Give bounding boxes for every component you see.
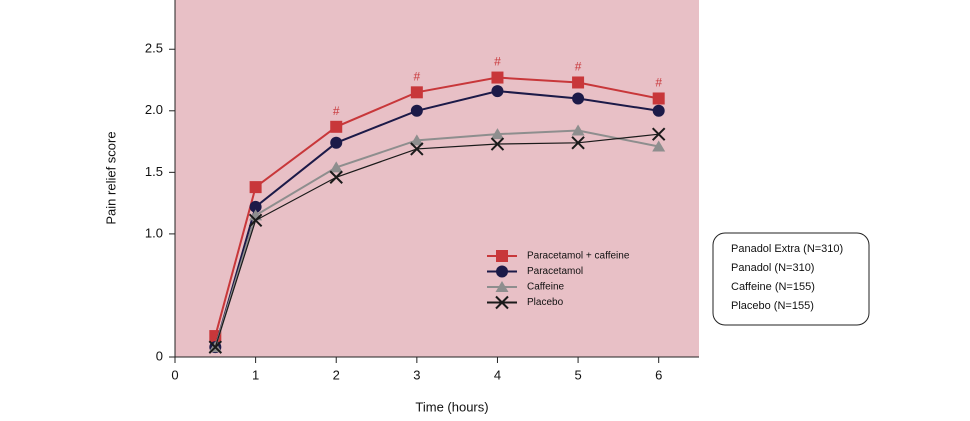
marker xyxy=(490,128,504,140)
marker xyxy=(248,213,263,228)
marker xyxy=(410,142,424,156)
marker xyxy=(249,181,262,194)
marker xyxy=(652,92,665,105)
marker xyxy=(652,140,666,152)
marker xyxy=(249,200,262,213)
marker xyxy=(571,124,585,136)
annotation: # xyxy=(655,76,662,90)
side-note-text: Panadol (N=310) xyxy=(731,262,814,274)
marker xyxy=(410,134,424,146)
x-tick-label: 1 xyxy=(252,367,259,382)
x-tick-label: 2 xyxy=(333,367,340,382)
y-tick-label: 1.5 xyxy=(145,164,163,179)
marker xyxy=(329,170,343,184)
marker xyxy=(208,340,223,354)
annotation: # xyxy=(414,69,421,83)
marker xyxy=(491,71,504,84)
side-note-text: Panadol Extra (N=310) xyxy=(731,243,843,255)
marker xyxy=(490,137,505,151)
side-note-text: Caffeine (N=155) xyxy=(731,281,815,293)
plot-area xyxy=(175,0,699,357)
marker xyxy=(652,104,665,117)
marker xyxy=(330,120,343,133)
marker xyxy=(496,265,508,278)
marker xyxy=(651,127,666,141)
legend-label: Paracetamol xyxy=(527,266,583,277)
side-note-box xyxy=(712,232,870,326)
marker xyxy=(410,86,423,99)
x-tick-label: 0 xyxy=(171,367,178,382)
marker xyxy=(329,161,343,173)
legend-label: Paracetamol + caffeine xyxy=(527,251,630,262)
marker xyxy=(572,76,585,89)
marker xyxy=(495,295,509,310)
annotation: # xyxy=(494,55,501,69)
marker xyxy=(410,104,423,117)
x-tick-label: 3 xyxy=(413,367,420,382)
marker xyxy=(330,136,343,149)
y-tick-label: 0 xyxy=(156,348,163,363)
legend-label: Placebo xyxy=(527,297,564,308)
legend-label: Caffeine xyxy=(527,282,565,293)
x-axis-label: Time (hours) xyxy=(415,399,488,414)
annotation: # xyxy=(575,60,582,74)
y-tick-label: 2.5 xyxy=(145,41,163,56)
marker xyxy=(571,136,585,150)
y-axis-label: Pain relief score xyxy=(103,131,118,224)
x-tick-label: 5 xyxy=(574,367,581,382)
y-tick-label: 2.0 xyxy=(145,102,163,117)
side-note-text: Placebo (N=155) xyxy=(731,300,814,312)
x-tick-label: 6 xyxy=(655,367,662,382)
y-tick-label: 1.0 xyxy=(145,225,163,240)
marker xyxy=(491,85,504,98)
marker xyxy=(496,250,508,262)
marker xyxy=(572,92,585,105)
marker xyxy=(495,281,509,292)
x-tick-label: 4 xyxy=(494,367,501,382)
annotation: # xyxy=(333,104,340,118)
